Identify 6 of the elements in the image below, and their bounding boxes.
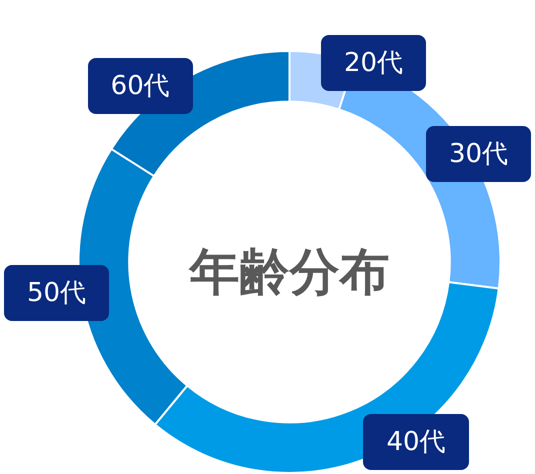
slice-label: 40代 — [363, 414, 469, 470]
slice-label: 20代 — [320, 35, 426, 92]
slice-label: 30代 — [426, 126, 532, 182]
text: 年齢分布 — [188, 242, 390, 301]
slice-label: 60代 — [88, 58, 193, 114]
slice-label: 50代 — [4, 265, 110, 322]
